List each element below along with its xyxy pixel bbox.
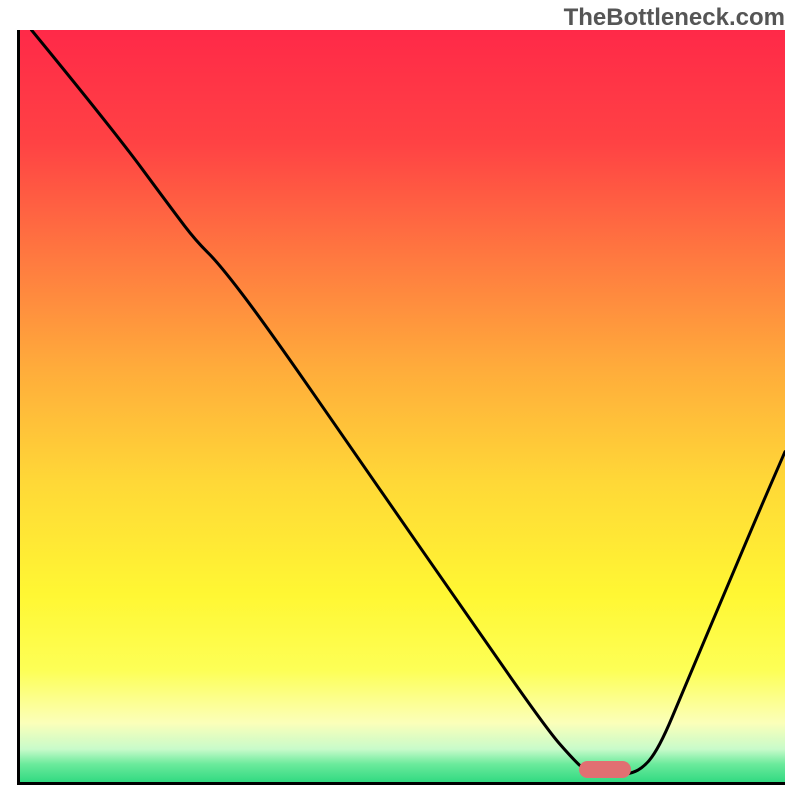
- chart-curve: [20, 30, 785, 783]
- watermark-text: TheBottleneck.com: [564, 4, 785, 32]
- optimal-marker: [579, 761, 631, 778]
